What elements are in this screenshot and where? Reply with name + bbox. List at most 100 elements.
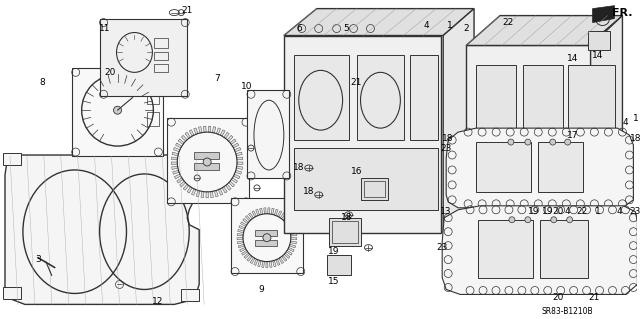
Polygon shape — [264, 208, 266, 214]
Bar — [326, 255, 351, 275]
Polygon shape — [268, 208, 270, 214]
Polygon shape — [290, 229, 296, 233]
Polygon shape — [174, 174, 180, 179]
Text: 12: 12 — [152, 297, 163, 306]
Polygon shape — [214, 190, 218, 197]
Text: 5: 5 — [344, 24, 349, 33]
Polygon shape — [212, 127, 216, 133]
Bar — [364, 181, 385, 197]
Polygon shape — [593, 6, 614, 23]
Bar — [284, 35, 441, 233]
Bar — [167, 118, 249, 203]
Polygon shape — [276, 259, 280, 265]
Polygon shape — [183, 184, 189, 190]
Polygon shape — [173, 170, 179, 174]
Text: 1: 1 — [632, 114, 638, 123]
Bar — [3, 287, 21, 300]
Ellipse shape — [509, 217, 515, 223]
Text: 8: 8 — [39, 78, 45, 87]
Bar — [154, 39, 168, 48]
Polygon shape — [225, 184, 231, 190]
Polygon shape — [208, 126, 211, 132]
Polygon shape — [289, 244, 296, 248]
Bar — [410, 56, 438, 140]
Polygon shape — [218, 189, 223, 195]
Text: 17: 17 — [567, 130, 579, 140]
Polygon shape — [283, 215, 289, 221]
Ellipse shape — [113, 106, 122, 114]
Polygon shape — [231, 178, 237, 183]
Bar — [538, 142, 582, 192]
Polygon shape — [5, 155, 199, 304]
Text: 18: 18 — [341, 213, 353, 222]
Polygon shape — [271, 208, 274, 214]
Text: 14: 14 — [592, 51, 604, 60]
Bar — [360, 178, 388, 200]
Polygon shape — [291, 234, 297, 236]
Bar — [72, 68, 163, 156]
Text: 4: 4 — [617, 207, 622, 216]
Text: 23: 23 — [630, 207, 640, 216]
Polygon shape — [591, 16, 623, 225]
Text: FR.: FR. — [612, 8, 633, 18]
Polygon shape — [237, 241, 244, 244]
Polygon shape — [228, 181, 235, 187]
Polygon shape — [204, 126, 206, 132]
Text: 18: 18 — [303, 187, 314, 197]
Bar — [476, 65, 516, 153]
Text: 15: 15 — [328, 277, 339, 286]
Bar — [329, 218, 360, 246]
Text: 4: 4 — [623, 118, 628, 127]
Text: 19: 19 — [542, 207, 554, 216]
Polygon shape — [262, 261, 264, 267]
Polygon shape — [175, 143, 182, 148]
Polygon shape — [173, 147, 180, 152]
Text: 1: 1 — [595, 207, 600, 216]
Text: 7: 7 — [214, 74, 220, 83]
Text: 10: 10 — [241, 82, 253, 91]
Ellipse shape — [508, 139, 514, 145]
Polygon shape — [180, 181, 186, 187]
Text: 19: 19 — [528, 207, 540, 216]
Bar — [523, 65, 563, 153]
Polygon shape — [284, 253, 290, 258]
Polygon shape — [466, 16, 623, 46]
Text: 22: 22 — [576, 207, 588, 216]
Polygon shape — [234, 174, 240, 179]
Text: 4: 4 — [565, 207, 570, 216]
Bar — [466, 46, 620, 230]
Text: 21: 21 — [182, 6, 193, 15]
Text: 6: 6 — [296, 24, 301, 33]
Bar — [478, 220, 533, 278]
Polygon shape — [266, 262, 268, 268]
Polygon shape — [234, 147, 241, 152]
Polygon shape — [222, 187, 227, 193]
Ellipse shape — [263, 234, 271, 242]
Polygon shape — [250, 257, 255, 263]
Text: 14: 14 — [567, 54, 579, 63]
Text: 23: 23 — [436, 243, 448, 252]
Polygon shape — [191, 189, 196, 195]
Text: 18: 18 — [442, 134, 454, 143]
Polygon shape — [189, 130, 194, 136]
Text: 20: 20 — [104, 68, 115, 77]
Text: 19: 19 — [328, 247, 339, 256]
Polygon shape — [443, 9, 474, 233]
Polygon shape — [243, 219, 248, 224]
Polygon shape — [201, 191, 204, 198]
Polygon shape — [273, 260, 276, 267]
Bar — [476, 142, 531, 192]
Polygon shape — [291, 238, 297, 240]
Ellipse shape — [564, 139, 571, 145]
Polygon shape — [239, 248, 246, 252]
Bar — [332, 221, 358, 243]
Text: 16: 16 — [351, 167, 362, 176]
Polygon shape — [286, 250, 292, 255]
Bar — [255, 230, 277, 236]
Text: 9: 9 — [258, 285, 264, 294]
Bar — [194, 152, 219, 159]
Polygon shape — [216, 128, 221, 134]
Polygon shape — [248, 213, 253, 219]
Text: 23: 23 — [440, 144, 452, 152]
Polygon shape — [224, 132, 229, 138]
